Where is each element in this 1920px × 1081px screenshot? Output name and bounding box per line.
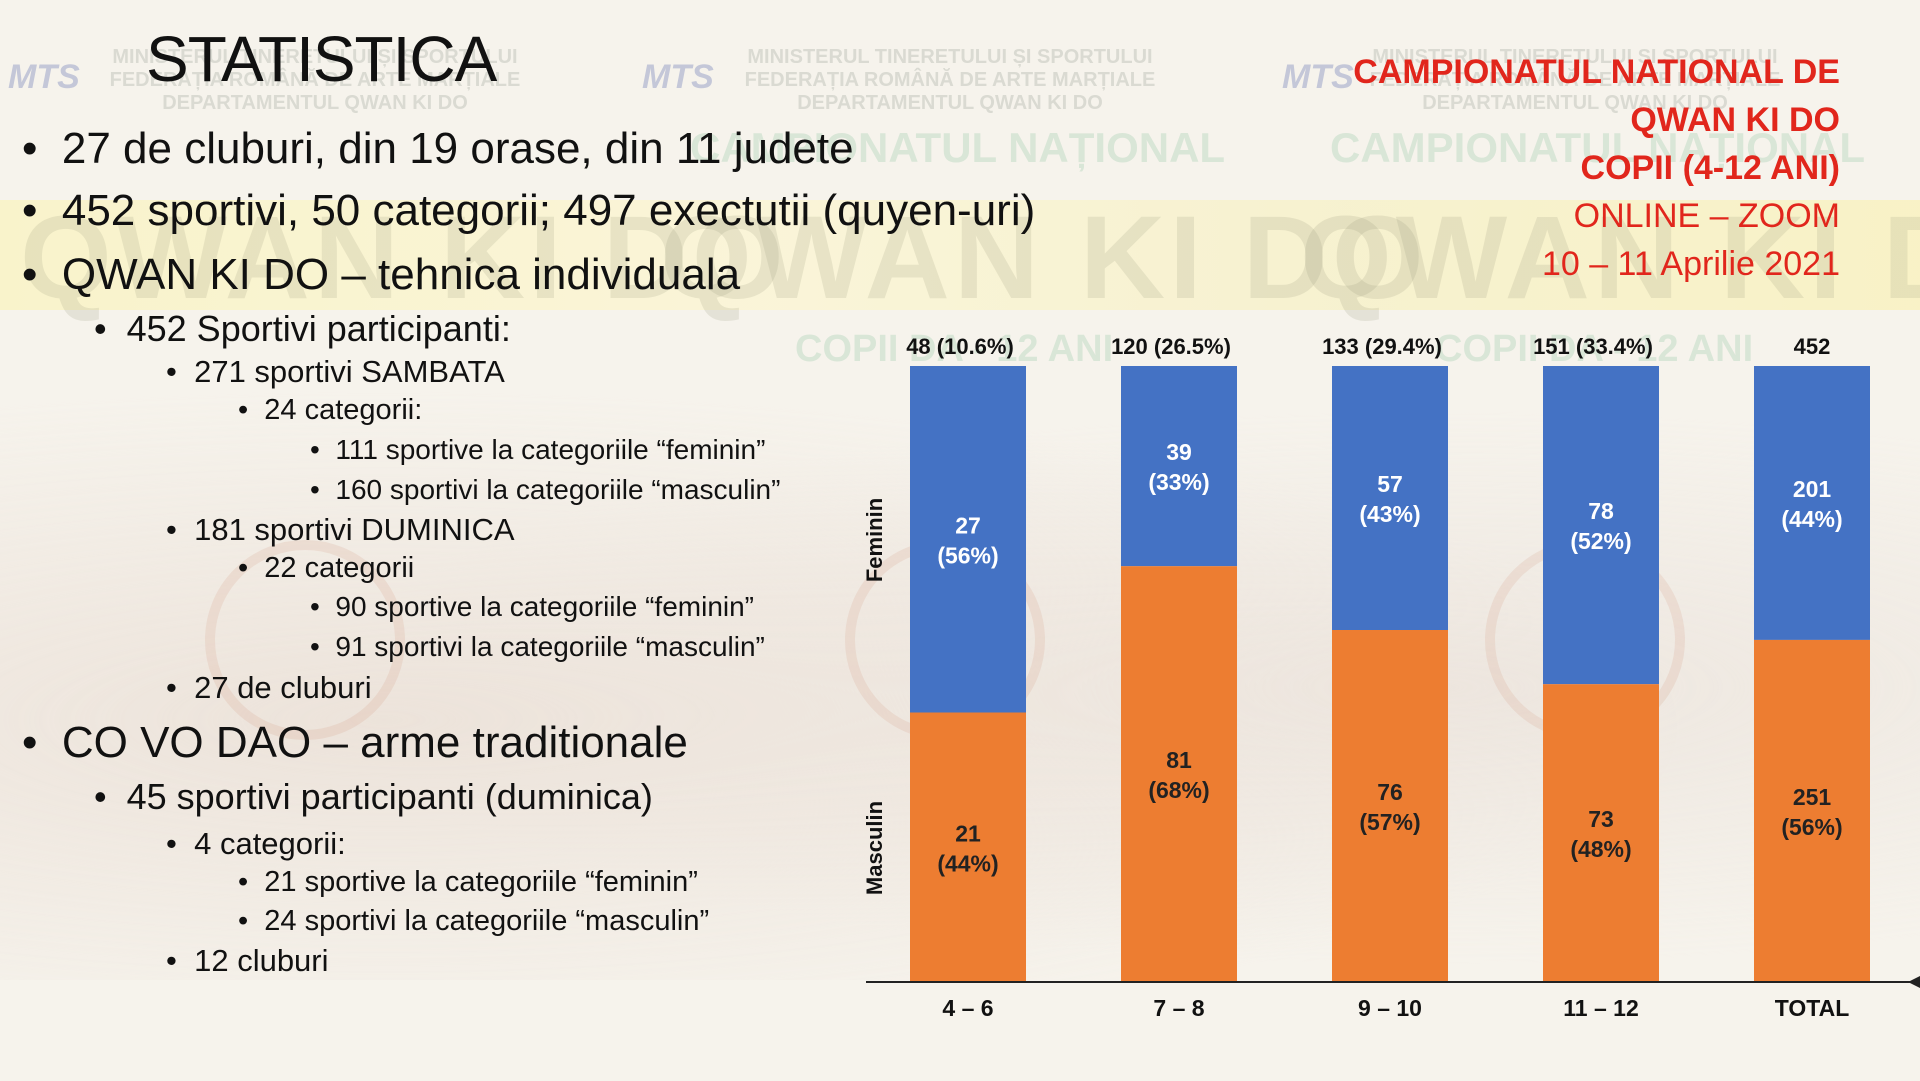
background-banner — [0, 200, 1920, 310]
copii-watermark: COPII DA - 12 ANI — [1435, 328, 1754, 370]
list-item: • 12 cluburi — [166, 943, 329, 978]
series-label-masculin: Masculin — [862, 801, 887, 895]
bar-segment-feminin — [1332, 366, 1448, 630]
labels-group: 27 (56%) 21 (44%) 48 (10.6%) 4 – 6 39 (33%) 81 (6… — [862, 334, 1849, 1021]
x-axis-arrow-icon — [1908, 976, 1920, 988]
bar-segment-masculin — [1121, 566, 1237, 982]
bar-segment-masculin — [1754, 639, 1870, 982]
mts-logo-watermark: MTS — [8, 58, 80, 96]
bar-segment-masculin — [1332, 630, 1448, 982]
data-label-masculin: 21 — [955, 820, 981, 846]
bar-segment-masculin — [1543, 684, 1659, 982]
list-item: • 27 de cluburi — [166, 670, 372, 705]
ministry-watermark: MINISTERUL TINERETULUI ȘI SPORTULUI FEDER… — [1369, 46, 1781, 114]
list-item: • 24 sportivi la categoriile “masculin” — [238, 905, 710, 937]
data-label-masculin-share: (57%) — [1359, 809, 1420, 835]
list-item: • 45 sportivi participanti (duminica) — [94, 776, 653, 817]
list-item: • CO VO DAO – arme traditionale — [22, 718, 688, 767]
mts-logo-watermark: MTS — [642, 58, 714, 96]
x-tick-label: 4 – 6 — [942, 995, 993, 1021]
data-label-masculin: 81 — [1166, 747, 1192, 773]
data-label-feminin-share: (56%) — [937, 542, 998, 568]
bar-total-label: 133 (29.4%) — [1322, 334, 1442, 359]
list-item: • 271 sportivi SAMBATA — [166, 354, 505, 389]
qwankido-watermark: QWAN KI DO — [660, 192, 1428, 324]
emblem-watermark — [205, 540, 405, 740]
bar-total-label: 452 — [1794, 334, 1831, 359]
x-tick-label: 11 – 12 — [1563, 995, 1638, 1021]
data-label-masculin: 73 — [1588, 806, 1614, 832]
data-label-feminin-share: (52%) — [1570, 528, 1631, 554]
qwankido-watermark: QWAN KI DO — [20, 192, 788, 324]
list-item: • 160 sportivi la categoriile “masculin” — [310, 474, 781, 505]
bars-group — [910, 366, 1870, 982]
data-label-feminin: 39 — [1166, 439, 1192, 465]
championship-watermark: CAMPIONATUL NAȚIONAL — [1330, 124, 1866, 171]
list-item: • 181 sportivi DUMINICA — [166, 512, 515, 547]
x-tick-label: 7 – 8 — [1153, 995, 1204, 1021]
bar-segment-masculin — [910, 712, 1026, 982]
qwankido-watermark: QWAN KI DO — [1300, 192, 1920, 324]
event-dates: 10 – 11 Aprilie 2021 — [1541, 245, 1840, 283]
list-item: • 111 sportive la categoriile “feminin” — [310, 434, 766, 465]
series-label-feminin: Feminin — [862, 498, 887, 582]
event-category: COPII (4-12 ANI) — [1580, 149, 1840, 187]
slide-title: STATISTICA — [146, 23, 497, 95]
data-label-feminin-share: (44%) — [1781, 506, 1842, 532]
bar-segment-feminin — [1754, 366, 1870, 640]
championship-watermark: CAMPIONATUL NAȚIONAL — [690, 124, 1226, 171]
bar-segment-feminin — [910, 366, 1026, 713]
data-label-masculin-share: (44%) — [937, 850, 998, 876]
data-label-masculin: 251 — [1793, 784, 1832, 810]
ministry-watermark: MINISTERUL TINERETULUI ȘI SPORTULUI FEDER… — [109, 46, 521, 114]
data-label-masculin-share: (56%) — [1781, 814, 1842, 840]
list-item: • 91 sportivi la categoriile “masculin” — [310, 631, 765, 662]
data-label-feminin: 201 — [1793, 476, 1832, 502]
list-item: • QWAN KI DO – tehnica individuala — [22, 250, 741, 299]
bar-total-label: 151 (33.4%) — [1533, 334, 1653, 359]
list-item: • 21 sportive la categoriile “feminin” — [238, 866, 698, 898]
data-label-feminin: 27 — [955, 512, 981, 538]
list-item: • 452 sportivi, 50 categorii; 497 exectu… — [22, 186, 1036, 235]
bar-total-label: 48 (10.6%) — [906, 334, 1014, 359]
x-tick-label: TOTAL — [1775, 995, 1850, 1021]
event-title-line: CAMPIONATUL NATIONAL DE — [1353, 53, 1840, 91]
list-item: • 22 categorii — [238, 552, 415, 584]
data-label-feminin: 57 — [1377, 471, 1403, 497]
data-label-masculin-share: (68%) — [1148, 777, 1209, 803]
list-item: • 27 de cluburi, din 19 orase, din 11 ju… — [22, 124, 854, 173]
data-label-feminin-share: (33%) — [1148, 469, 1209, 495]
event-format: ONLINE – ZOOM — [1573, 197, 1840, 235]
list-item: • 4 categorii: — [166, 826, 346, 861]
data-label-feminin-share: (43%) — [1359, 501, 1420, 527]
list-item: • 24 categorii: — [238, 394, 423, 426]
x-tick-label: 9 – 10 — [1358, 995, 1422, 1021]
event-title-line: QWAN KI DO — [1630, 101, 1840, 139]
event-header: CAMPIONATUL NATIONAL DE QWAN KI DO COPII… — [1353, 48, 1840, 288]
bar-segment-feminin — [1121, 366, 1237, 567]
list-item: • 452 Sportivi participanti: — [94, 308, 511, 349]
data-label-masculin-share: (48%) — [1570, 836, 1631, 862]
mts-logo-watermark: MTS — [1282, 58, 1354, 96]
bar-total-label: 120 (26.5%) — [1111, 334, 1231, 359]
ministry-watermark: MINISTERUL TINERETULUI ȘI SPORTULUI FEDER… — [744, 46, 1156, 114]
data-label-feminin: 78 — [1588, 498, 1614, 524]
copii-watermark: COPII DA - 12 ANI — [795, 328, 1114, 370]
list-item: • 90 sportive la categoriile “feminin” — [310, 591, 755, 622]
bar-segment-feminin — [1543, 366, 1659, 685]
data-label-masculin: 76 — [1377, 779, 1403, 805]
